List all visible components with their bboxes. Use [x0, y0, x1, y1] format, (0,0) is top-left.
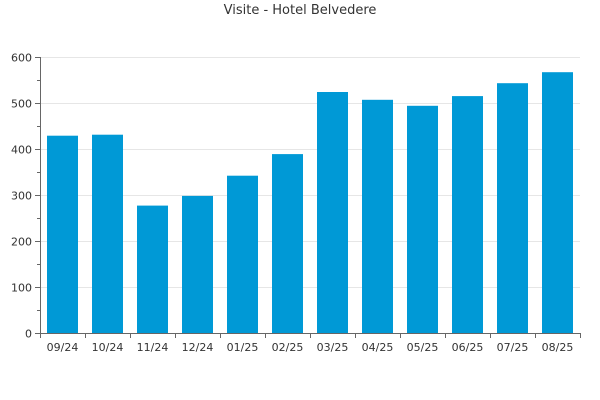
x-tick-label: 04/25: [362, 341, 394, 354]
bar: [92, 134, 123, 333]
x-tick-label: 07/25: [497, 341, 529, 354]
bar: [452, 96, 483, 333]
x-tick-label: 09/24: [47, 341, 79, 354]
bar: [227, 175, 258, 333]
y-tick-label: 600: [11, 52, 32, 65]
bar: [497, 83, 528, 333]
grid-lines: [40, 57, 580, 288]
bar: [182, 195, 213, 333]
y-tick-label: 300: [11, 190, 32, 203]
x-tick-label: 06/25: [452, 341, 484, 354]
bar: [137, 205, 168, 333]
x-tick-label: 01/25: [227, 341, 259, 354]
x-tick-label: 10/24: [92, 341, 124, 354]
axes: [35, 57, 581, 338]
x-tick-label: 03/25: [317, 341, 349, 354]
y-tick-label: 200: [11, 236, 32, 249]
bars: [47, 72, 573, 333]
bar: [47, 135, 78, 333]
bar: [272, 154, 303, 333]
x-tick-label: 08/25: [542, 341, 574, 354]
y-tick-label: 100: [11, 282, 32, 295]
x-tick-label: 05/25: [407, 341, 439, 354]
bar: [317, 92, 348, 333]
y-tick-label: 400: [11, 144, 32, 157]
y-tick-label: 0: [25, 328, 32, 341]
y-tick-label: 500: [11, 98, 32, 111]
tick-labels: 0 100 200 300 400 500 600 09/24 10/24 11/24 12/24 0…: [11, 52, 573, 355]
chart-title: Visite - Hotel Belvedere: [223, 3, 377, 18]
x-tick-label: 02/25: [272, 341, 304, 354]
x-tick-label: 12/24: [182, 341, 214, 354]
x-tick-label: 11/24: [137, 341, 169, 354]
bar: [542, 72, 573, 333]
bar: [407, 105, 438, 333]
bar: [362, 99, 393, 333]
